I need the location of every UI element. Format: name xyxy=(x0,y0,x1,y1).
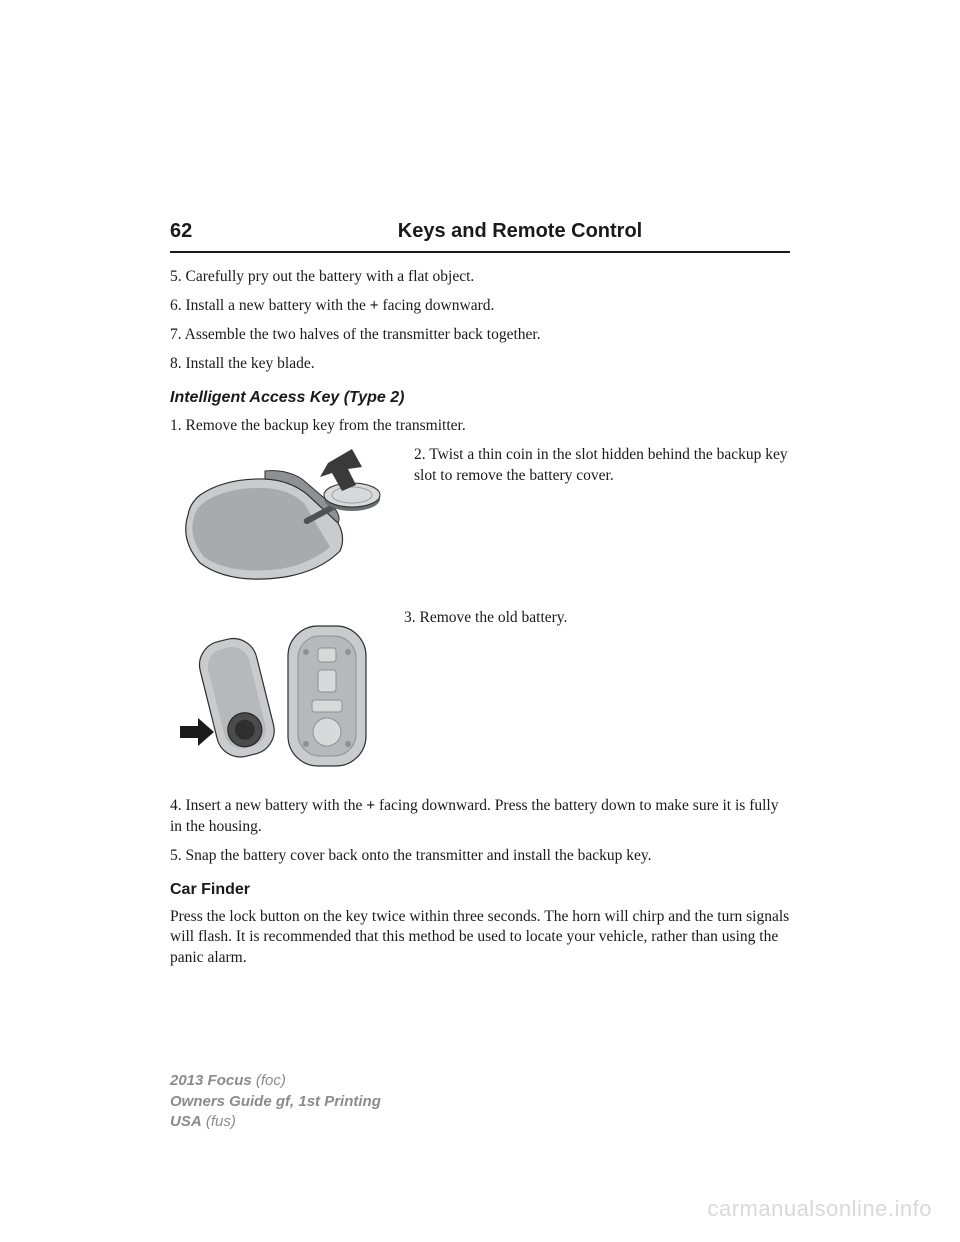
car-finder-heading: Car Finder xyxy=(170,879,790,901)
figure-row-1: 2. Twist a thin coin in the slot hidden … xyxy=(170,445,790,590)
figure-coin-twist xyxy=(170,445,400,590)
footer-line-3: USA (fus) xyxy=(170,1112,381,1132)
footer-line-1: 2013 Focus (foc) xyxy=(170,1071,381,1091)
step-7: 7. Assemble the two halves of the transm… xyxy=(170,325,790,346)
plus-symbol: + xyxy=(366,797,375,814)
figure-remove-battery xyxy=(170,608,390,778)
type2-step-4-text-a: 4. Insert a new battery with the xyxy=(170,797,366,814)
step-6-text-b: facing downward. xyxy=(379,297,495,314)
page-body: 5. Carefully pry out the battery with a … xyxy=(170,267,790,969)
step-6-text-a: 6. Install a new battery with the xyxy=(170,297,370,314)
page-header: 62 Keys and Remote Control xyxy=(170,220,790,253)
page-number: 62 xyxy=(170,220,250,243)
type2-step-2: 2. Twist a thin coin in the slot hidden … xyxy=(414,445,790,487)
step-5: 5. Carefully pry out the battery with a … xyxy=(170,267,790,288)
footer-region-code: (fus) xyxy=(206,1113,236,1130)
footer-model-year: 2013 Focus xyxy=(170,1072,252,1089)
section-title-type2: Intelligent Access Key (Type 2) xyxy=(170,387,790,409)
watermark: carmanualsonline.info xyxy=(707,1196,932,1222)
footer-region: USA xyxy=(170,1113,202,1130)
page: 62 Keys and Remote Control 5. Carefully … xyxy=(0,0,960,1242)
footer-model-code: (foc) xyxy=(256,1072,286,1089)
type2-step-5: 5. Snap the battery cover back onto the … xyxy=(170,846,790,867)
type2-step-3: 3. Remove the old battery. xyxy=(404,608,790,629)
step-6: 6. Install a new battery with the + faci… xyxy=(170,296,790,317)
chapter-title: Keys and Remote Control xyxy=(250,220,790,243)
plus-symbol: + xyxy=(370,297,379,314)
car-finder-text: Press the lock button on the key twice w… xyxy=(170,907,790,970)
step-8: 8. Install the key blade. xyxy=(170,354,790,375)
type2-step-4: 4. Insert a new battery with the + facin… xyxy=(170,796,790,838)
type2-step-1: 1. Remove the backup key from the transm… xyxy=(170,416,790,437)
footer-line-2: Owners Guide gf, 1st Printing xyxy=(170,1092,381,1112)
page-footer: 2013 Focus (foc) Owners Guide gf, 1st Pr… xyxy=(170,1071,381,1132)
figure-row-2: 3. Remove the old battery. xyxy=(170,608,790,778)
